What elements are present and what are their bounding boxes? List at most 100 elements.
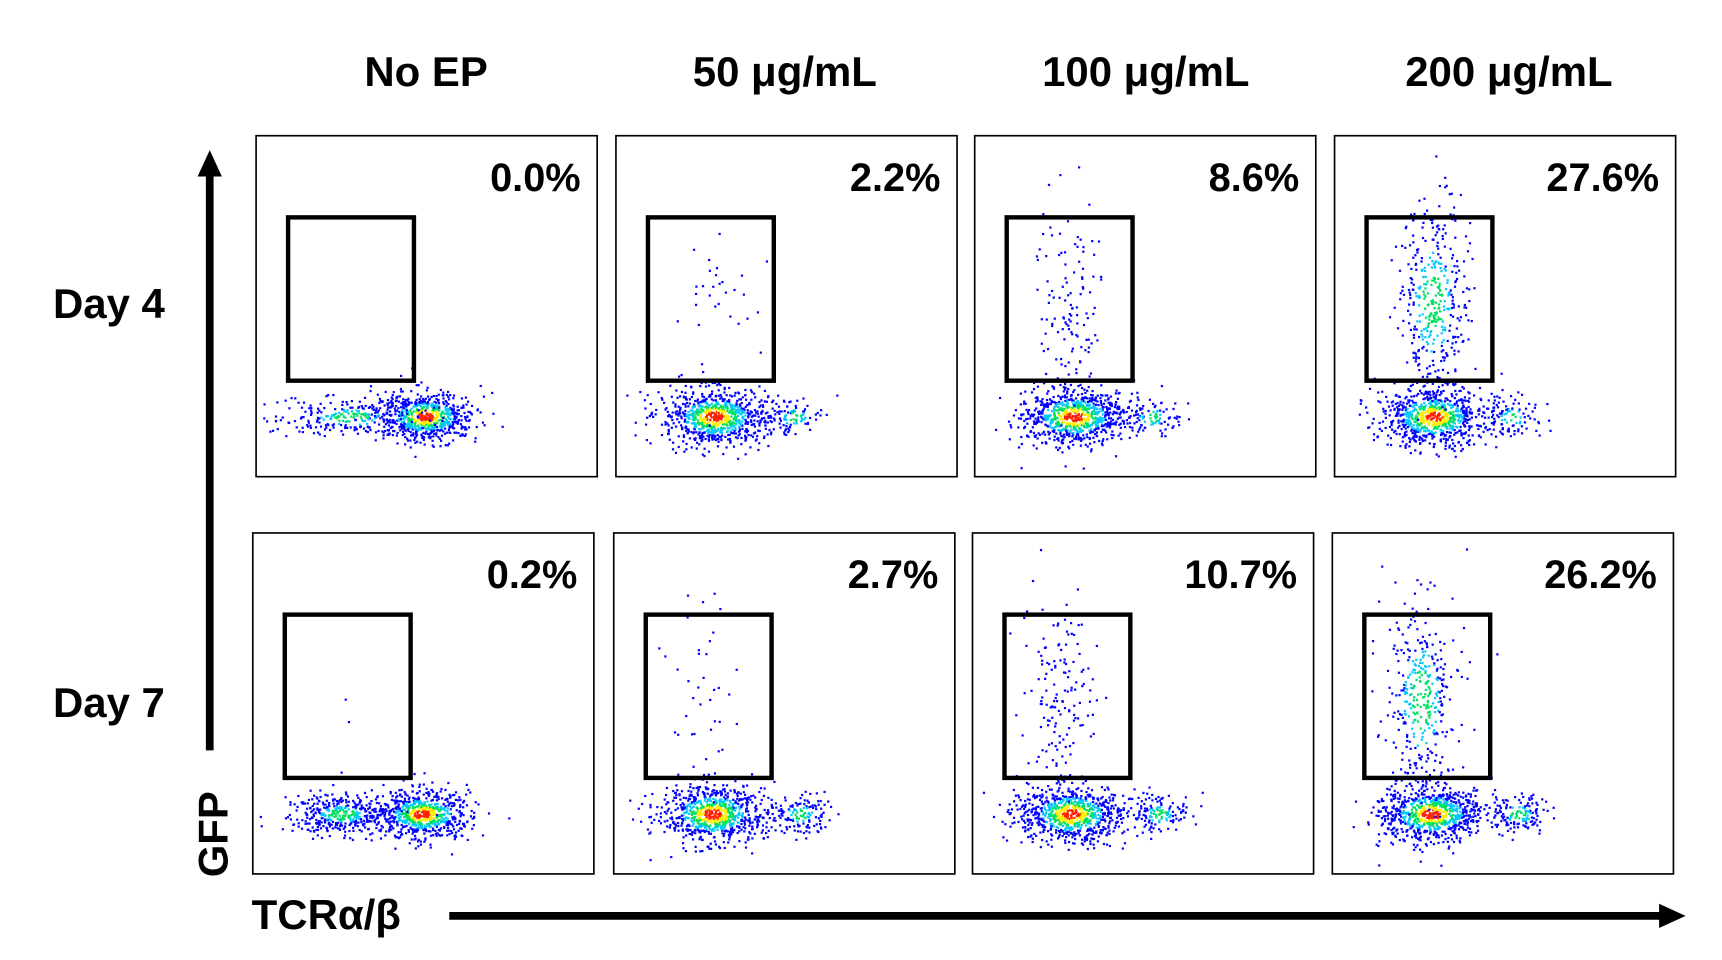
data-point: [1507, 410, 1510, 413]
data-point: [354, 819, 358, 823]
data-point: [411, 804, 414, 807]
data-point: [384, 811, 387, 814]
data-point: [350, 415, 353, 418]
gfp-positive-gate[interactable]: [1004, 215, 1135, 383]
data-point: [279, 419, 282, 422]
data-point: [458, 809, 461, 813]
data-point: [1443, 403, 1446, 406]
data-point: [1107, 424, 1110, 427]
data-point: [1417, 412, 1420, 415]
data-point: [413, 809, 416, 812]
data-point: [1060, 423, 1063, 426]
data-point: [1444, 232, 1447, 235]
data-point: [1441, 237, 1444, 240]
data-point: [323, 428, 327, 431]
data-point: [1412, 409, 1415, 412]
data-point: [692, 411, 695, 414]
data-point: [439, 815, 442, 818]
data-point: [1478, 386, 1482, 390]
data-point: [1419, 413, 1422, 416]
data-point: [1091, 412, 1094, 416]
data-point: [340, 430, 343, 433]
data-point: [1468, 426, 1471, 429]
data-point: [740, 407, 743, 410]
data-point: [1053, 411, 1056, 414]
data-point: [1477, 413, 1480, 416]
data-point: [429, 417, 432, 420]
data-point: [1097, 419, 1100, 422]
data-point: [1086, 422, 1089, 425]
data-point: [1061, 439, 1064, 442]
data-point: [413, 425, 417, 428]
data-point: [725, 394, 728, 397]
data-point: [1187, 402, 1190, 405]
gfp-positive-gate[interactable]: [285, 215, 417, 383]
data-point: [735, 402, 738, 405]
data-point: [712, 430, 715, 433]
data-point: [307, 421, 310, 424]
data-point: [1070, 428, 1073, 431]
data-point: [1081, 408, 1084, 411]
gfp-positive-gate[interactable]: [1364, 215, 1495, 383]
data-point: [1069, 292, 1072, 295]
data-point: [1457, 419, 1460, 422]
data-point: [1436, 241, 1439, 244]
data-point: [684, 384, 687, 388]
data-point: [1506, 407, 1509, 411]
data-point: [397, 836, 400, 839]
data-point: [1431, 412, 1434, 416]
data-point: [409, 423, 412, 426]
data-point: [644, 423, 648, 426]
data-point: [422, 425, 426, 428]
data-point: [360, 413, 363, 416]
data-point: [1431, 400, 1434, 403]
data-point: [1026, 417, 1029, 420]
data-point: [440, 434, 444, 437]
data-point: [400, 425, 403, 429]
data-point: [683, 420, 686, 423]
data-point: [1426, 416, 1429, 420]
data-point: [332, 423, 336, 426]
data-point: [1032, 444, 1035, 447]
data-point: [1389, 409, 1392, 412]
data-point: [1159, 409, 1162, 412]
data-point: [671, 418, 674, 422]
data-point: [1440, 344, 1443, 348]
data-point: [725, 423, 729, 426]
data-point: [711, 431, 714, 435]
data-point: [463, 411, 466, 415]
data-point: [671, 448, 675, 451]
data-point: [1058, 400, 1061, 404]
data-point: [730, 415, 733, 418]
data-point: [415, 805, 418, 808]
data-point: [407, 402, 411, 406]
data-point: [416, 412, 419, 415]
data-point: [726, 438, 730, 441]
data-point: [1108, 407, 1112, 410]
data-point: [1434, 396, 1437, 399]
data-point: [680, 417, 683, 420]
gfp-positive-gate[interactable]: [645, 215, 777, 383]
data-point: [714, 305, 717, 308]
data-point: [699, 408, 702, 411]
data-point: [435, 418, 438, 422]
data-point: [442, 807, 445, 810]
data-point: [1031, 426, 1034, 429]
data-point: [668, 438, 671, 441]
data-point: [711, 436, 714, 440]
data-point: [1062, 390, 1065, 393]
data-point: [354, 412, 358, 416]
data-point: [440, 428, 443, 432]
data-point: [1442, 349, 1445, 352]
data-point: [1063, 388, 1067, 391]
data-point: [407, 413, 411, 416]
data-point: [1404, 446, 1407, 449]
data-point: [468, 418, 471, 422]
data-point: [1426, 410, 1429, 414]
data-point: [715, 424, 718, 427]
data-point: [414, 802, 417, 805]
data-point: [1487, 407, 1490, 410]
data-point: [439, 445, 442, 448]
data-point: [1444, 422, 1447, 425]
data-point: [432, 807, 436, 810]
